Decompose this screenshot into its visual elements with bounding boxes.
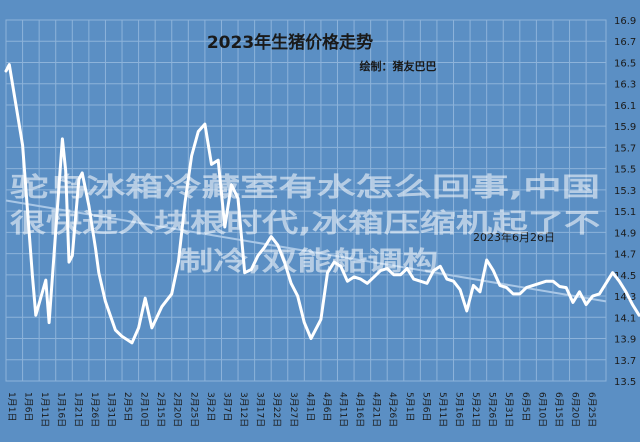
overlay-watermark-text: 很快进入块根时代,冰箱压缩机起了不 (10, 208, 600, 239)
x-tick-label: 5月6日 (420, 392, 431, 421)
x-tick-label: 5月21日 (470, 392, 481, 427)
tick-layer: 13.5 13.7 13.9 14.1 14.3 14.5 14.7 14.9 15.1 15.3… (6, 16, 636, 427)
x-tick-label: 3月2日 (205, 392, 216, 421)
date-annotation: 2023年6月26日 (473, 230, 555, 244)
y-tick-label: 15.1 (614, 207, 636, 218)
x-tick-label: 5月31日 (503, 392, 514, 427)
x-tick-label: 5月16日 (454, 392, 465, 427)
overlay-watermark-text: 驼鸟冰箱冷藏室有水怎么回事,中国 (10, 172, 600, 203)
x-tick-label: 4月1日 (304, 392, 315, 421)
y-tick-label: 14.9 (614, 228, 636, 239)
y-tick-label: 16.7 (614, 37, 636, 48)
x-tick-label: 2月15日 (155, 392, 166, 427)
x-tick-label: 4月26日 (387, 392, 398, 427)
x-tick-label: 2月5日 (122, 392, 133, 421)
x-tick-label: 1月16日 (56, 392, 67, 427)
y-tick-label: 13.5 (614, 377, 636, 388)
x-tick-label: 4月21日 (371, 392, 382, 427)
x-tick-label: 3月7日 (221, 392, 232, 421)
x-tick-label: 2月10日 (139, 392, 150, 427)
y-tick-label: 15.9 (614, 122, 636, 133)
x-tick-label: 3月22日 (271, 392, 282, 427)
chart-subtitle: 绘制：猪友巴巴 (360, 59, 437, 73)
y-tick-label: 15.3 (614, 186, 636, 197)
x-tick-label: 5月26日 (487, 392, 498, 427)
y-tick-label: 15.7 (614, 143, 636, 154)
x-tick-label: 6月5日 (520, 392, 531, 421)
x-tick-label: 5月1日 (404, 392, 415, 421)
x-tick-label: 5月11日 (437, 392, 448, 427)
x-tick-label: 3月17日 (255, 392, 266, 427)
y-tick-label: 16.3 (614, 80, 636, 91)
y-tick-label: 16.5 (614, 58, 636, 69)
y-tick-label: 13.9 (614, 335, 636, 346)
x-tick-label: 3月27日 (288, 392, 299, 427)
series-layer (4, 63, 640, 345)
trend-line (5, 199, 607, 303)
x-tick-label: 4月6日 (321, 392, 332, 421)
x-tick-label: 6月25日 (586, 392, 597, 427)
x-tick-label: 1月6日 (23, 392, 34, 421)
x-tick-label: 4月16日 (354, 392, 365, 427)
price-series-line (4, 63, 640, 345)
x-tick-label: 1月11日 (39, 392, 50, 427)
grid-layer (5, 19, 607, 382)
x-tick-label: 6月10日 (536, 392, 547, 427)
x-tick-label: 1月21日 (72, 392, 83, 427)
y-tick-label: 15.5 (614, 165, 636, 176)
x-tick-label: 1月31日 (105, 392, 116, 427)
y-tick-label: 14.5 (614, 271, 636, 282)
x-tick-label: 3月12日 (238, 392, 249, 427)
x-tick-label: 6月20日 (570, 392, 581, 427)
y-tick-label: 14.1 (614, 313, 636, 324)
x-tick-label: 2月25日 (188, 392, 199, 427)
y-tick-label: 14.3 (614, 292, 636, 303)
overlay-watermark-text: 制冷,双能船调构 (178, 246, 438, 277)
x-tick-label: 1月1日 (6, 392, 17, 421)
overlay-text-layer: 驼鸟冰箱冷藏室有水怎么回事,中国很快进入块根时代,冰箱压缩机起了不制冷,双能船调… (10, 172, 600, 277)
x-tick-label: 2月20日 (172, 392, 183, 427)
y-tick-label: 16.9 (614, 16, 636, 27)
chart-title: 2023年生猪价格走势 (207, 32, 373, 53)
x-tick-label: 1月26日 (89, 392, 100, 427)
y-tick-label: 14.7 (614, 250, 636, 261)
y-tick-label: 16.1 (614, 101, 636, 112)
x-tick-label: 6月15日 (553, 392, 564, 427)
y-tick-label: 13.7 (614, 356, 636, 367)
x-tick-label: 4月11日 (337, 392, 348, 427)
